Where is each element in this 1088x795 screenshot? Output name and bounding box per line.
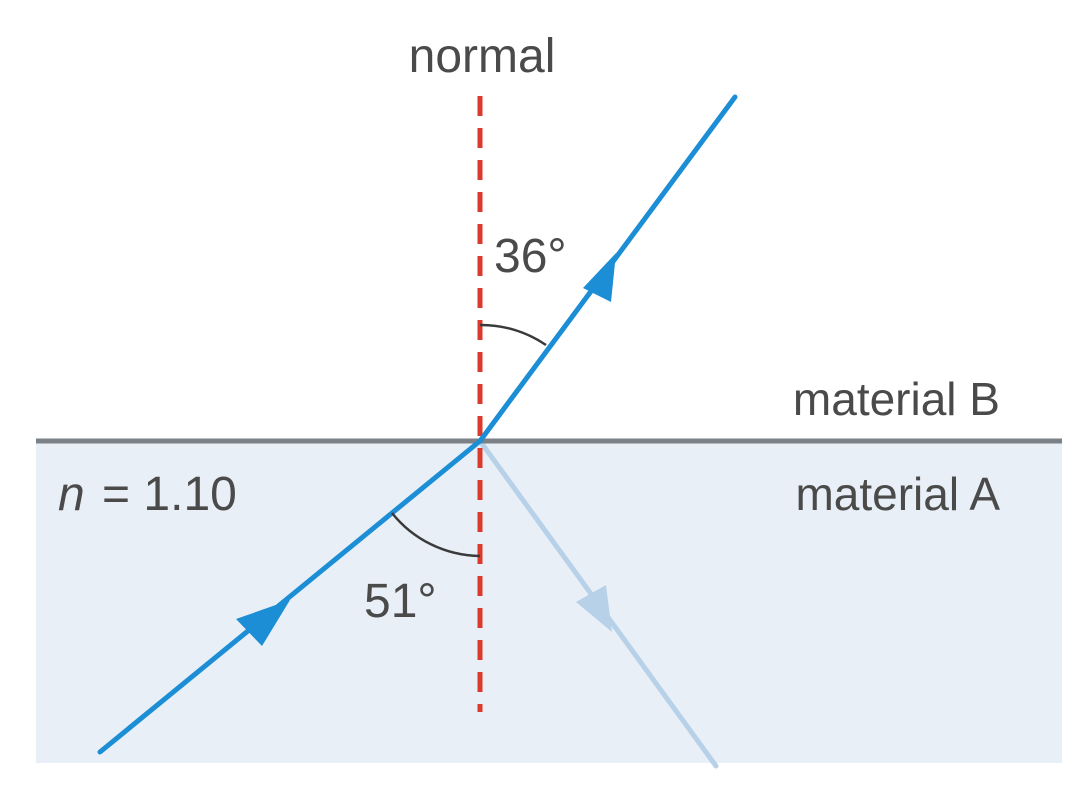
refractive-index-label: n = 1.10 xyxy=(58,468,237,521)
reflected-ray-arrowhead xyxy=(576,585,612,632)
material-a-region xyxy=(36,441,1062,763)
refracted-ray-arrowhead xyxy=(583,253,616,302)
incident-ray-arrowhead xyxy=(236,600,290,646)
incidence-angle-arc xyxy=(391,512,481,558)
incidence-angle-label: 51° xyxy=(364,575,437,628)
incident-ray xyxy=(97,438,483,755)
refraction-angle-label: 36° xyxy=(494,230,567,283)
refractive-index-value: = 1.10 xyxy=(102,468,237,521)
normal-label: normal xyxy=(409,30,556,83)
refraction-angle-arc xyxy=(479,323,547,347)
material-b-label: material B xyxy=(793,373,1000,425)
material-a-label: material A xyxy=(795,468,1000,520)
refractive-index-symbol: n xyxy=(58,468,85,521)
